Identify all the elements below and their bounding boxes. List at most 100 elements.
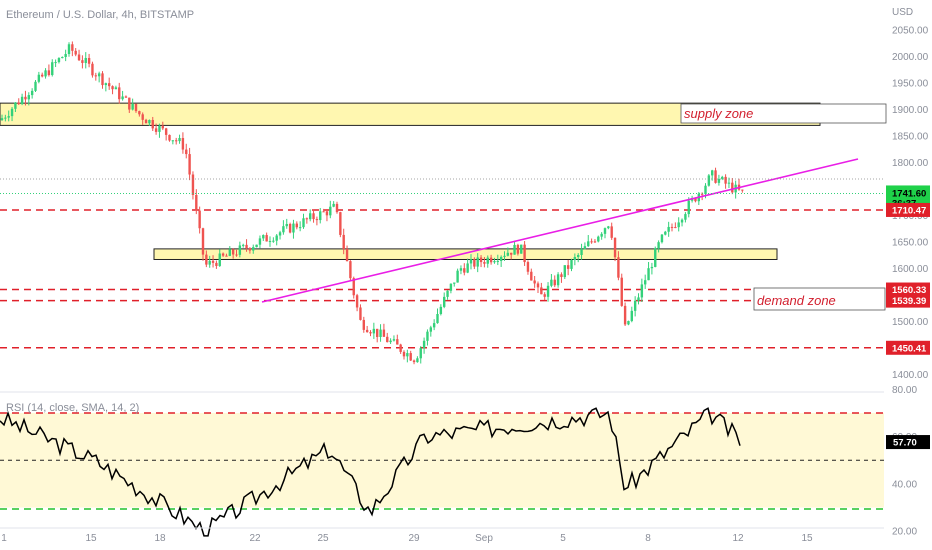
level-badge [886,340,930,355]
candle-body [560,274,563,278]
candle-body [707,175,711,186]
last-price-value: 1741.60 [892,188,926,199]
candle-body [138,111,141,115]
candle-body [87,57,91,64]
candle-body [309,213,312,220]
candle-body [248,248,252,251]
candle-body [489,257,493,263]
candle-body [84,57,87,63]
candle-body [409,353,412,361]
candle-body [268,241,272,243]
candle-body [530,271,533,281]
candle-body [583,246,587,250]
time-tick-label: 25 [317,533,329,544]
candle-body [121,96,124,100]
candle-body [479,257,483,263]
price-pane[interactable] [0,41,884,365]
level-badge [886,293,930,308]
candle-body [20,96,24,105]
candle-body [191,174,195,195]
candle-body [10,108,14,117]
candle-body [124,96,128,98]
candle-body [345,248,349,262]
rsi-label: RSI (14, close, SMA, 14, 2) [6,402,139,414]
candle-body [312,213,315,220]
zone-label: supply zone [684,106,753,121]
candle-body [566,265,570,269]
candle-body [687,200,690,215]
candle-body [151,119,154,129]
candle-body [114,87,118,90]
level-badge [886,282,930,297]
candle-body [188,154,191,175]
candle-body [466,263,469,273]
candle-body [365,329,369,333]
price-tick-label: 1600.00 [892,264,929,275]
zone-label: demand zone [757,293,836,308]
candle-body [654,248,657,267]
candle-body [171,140,175,142]
time-tick-label: Sep [475,533,493,544]
candle-body [164,128,168,135]
candle-body [503,255,506,257]
time-tick-label: 1 [1,533,7,544]
candles-layer [0,41,744,365]
candle-body [144,119,148,124]
zone-label-box[interactable] [680,103,887,124]
trendline[interactable] [261,158,859,303]
candle-body [533,280,536,284]
time-tick-label: 15 [801,533,813,544]
candle-body [342,234,345,249]
level-badge [886,202,930,217]
rsi-pane[interactable] [0,407,884,537]
zone-labels: supply zone demand zone [680,103,887,311]
zone-box[interactable] [153,248,778,260]
rsi-last-value: 57.70 [893,438,917,449]
candle-body [573,257,577,261]
levels-layer [0,209,884,349]
price-tick-label: 1950.00 [892,79,929,90]
candle-body [597,236,600,242]
candle-body [161,125,164,129]
candle-body [57,58,61,63]
candle-body [322,211,325,213]
candle-body [741,189,744,191]
candle-body [513,244,516,255]
time-axis[interactable]: 1 15 18 22 25 29 Sep 5 8 12 15 [0,527,884,544]
candle-body [389,340,392,343]
candle-body [587,241,590,247]
price-tick-label: 1800.00 [892,158,929,169]
candle-body [627,321,630,325]
zone-label-box[interactable] [753,287,886,311]
candle-body [302,218,305,228]
candle-body [101,73,104,86]
candle-body [386,336,389,343]
candle-body [600,233,603,237]
candle-body [295,223,298,228]
candle-body [359,307,362,320]
price-tick-label: 1400.00 [892,370,929,381]
candle-body [272,240,275,242]
candle-body [104,83,108,86]
candle-body [419,348,422,359]
candle-body [278,232,282,236]
candle-body [453,282,456,284]
candle-body [362,319,365,330]
candle-body [677,222,680,228]
candle-body [570,260,573,269]
candle-body [4,117,7,119]
candle-body [493,261,496,263]
candle-body [382,329,386,337]
candle-body [556,274,560,286]
candle-body [510,252,513,255]
candle-body [97,73,101,77]
candle-body [694,198,697,202]
rsi-guides [0,412,884,510]
candle-body [731,182,734,193]
candle-body [473,259,476,267]
candle-body [613,237,617,258]
candle-body [285,223,288,227]
